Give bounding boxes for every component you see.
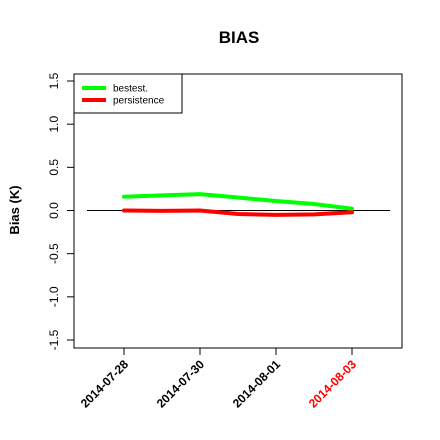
y-tick-label: 1.0 [47, 116, 61, 133]
y-axis: -1.5 -1.0 -0.5 0.0 0.5 1.0 1.5 [47, 72, 75, 350]
series-lines [122, 192, 354, 217]
y-tick-label: 0.0 [47, 202, 61, 219]
series-line-persistence [122, 208, 354, 217]
y-tick-label: -1.0 [47, 286, 61, 307]
legend: bestest.persistence [73, 73, 183, 114]
legend-label-persistence: persistence [113, 96, 165, 107]
y-axis-label: Bias (K) [7, 185, 22, 234]
x-tick-label: 2014-07-28 [78, 357, 132, 411]
y-tick-label: 1.5 [47, 72, 61, 89]
x-axis: 2014-07-28 2014-07-30 2014-08-01 2014-08-03 [78, 347, 360, 411]
series-line-bestest [122, 192, 354, 211]
y-tick-label: 0.5 [47, 159, 61, 176]
x-tick-label: 2014-07-30 [154, 357, 208, 411]
chart-title: BIAS [219, 28, 260, 47]
legend-box [73, 73, 183, 114]
y-tick-label: -0.5 [47, 243, 61, 264]
x-tick-label: 2014-08-03 [306, 357, 360, 411]
legend-label-bestest: bestest. [113, 84, 148, 95]
x-tick-label: 2014-08-01 [230, 357, 284, 411]
y-tick-label: -1.5 [47, 329, 61, 350]
